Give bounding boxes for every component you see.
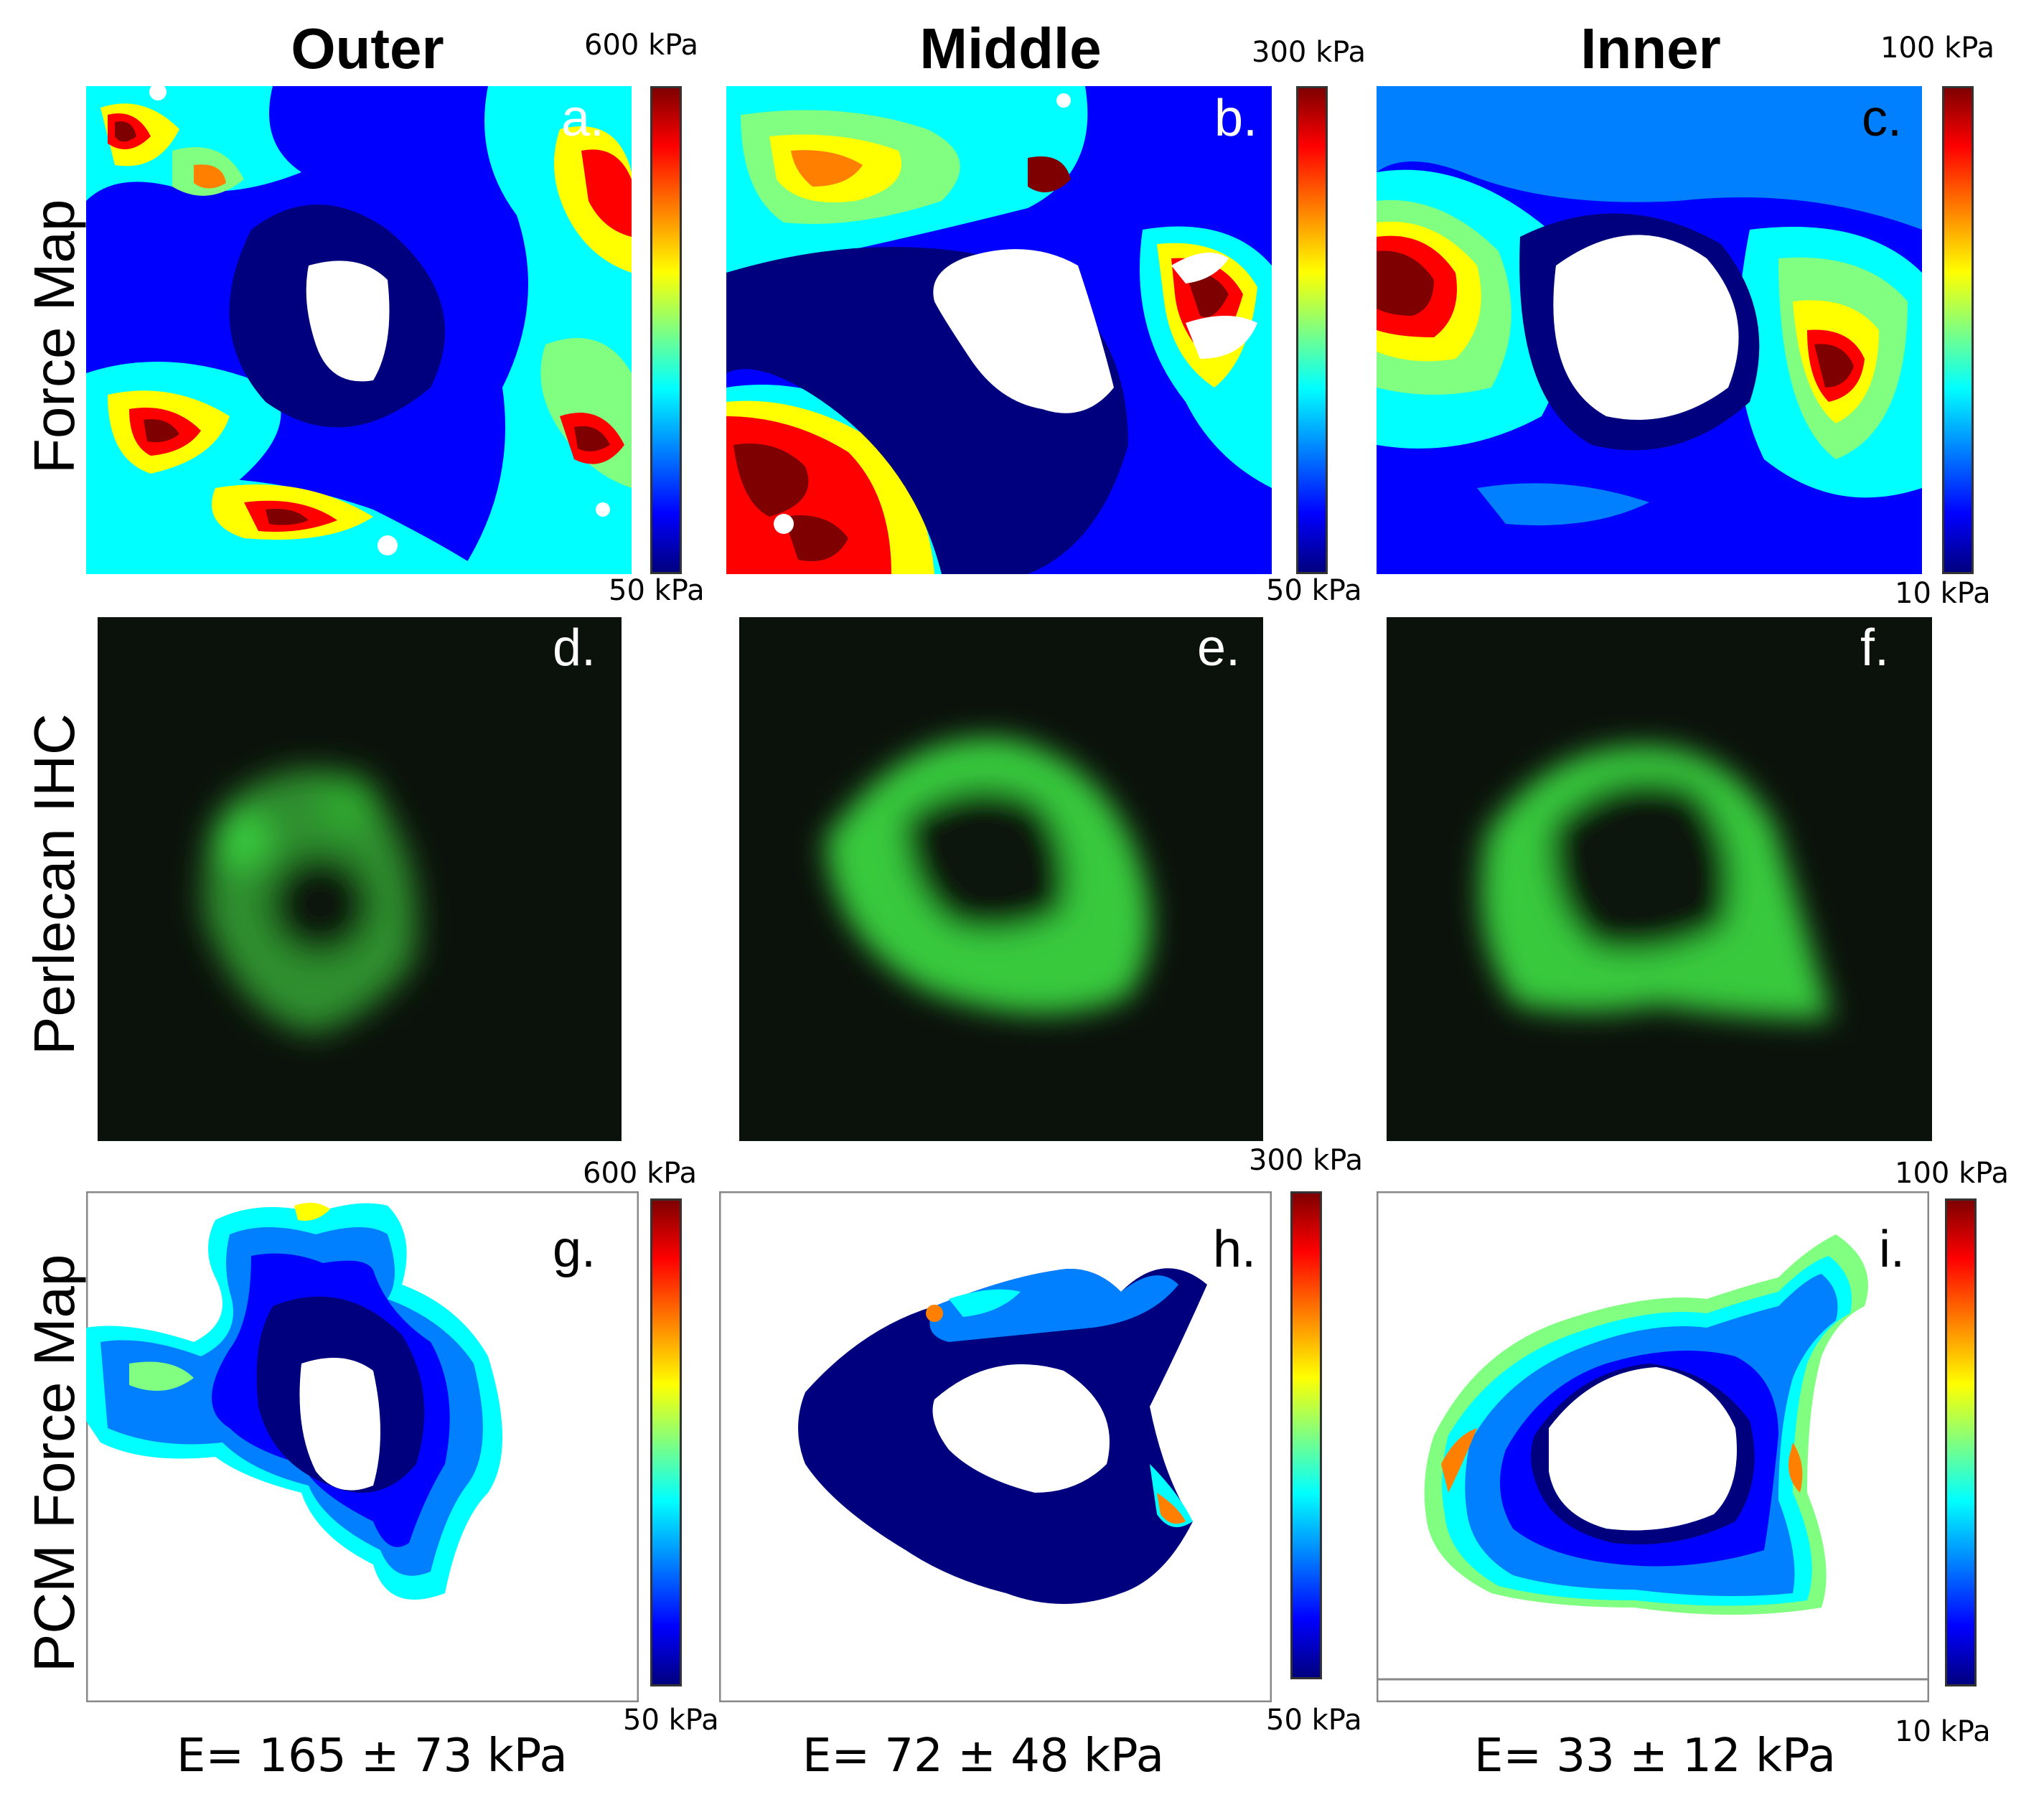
ihc-image-middle <box>739 617 1263 1141</box>
panel-letter-i: i. <box>1879 1221 1905 1278</box>
force-map-outer <box>86 86 632 574</box>
modulus-inner: E= 33 ± 12 kPa <box>1474 1730 1836 1783</box>
column-title-middle: Middle <box>919 17 1102 80</box>
colorbar-min-middle-pcm-force-map: 50 kPa <box>1266 1704 1362 1737</box>
row-label-force-map: Force Map <box>22 199 86 474</box>
colorbar-max-middle-force-map: 300 kPa <box>1252 36 1366 69</box>
pcm-force-map-middle <box>719 1191 1272 1702</box>
panel-letter-f: f. <box>1860 619 1890 677</box>
colorbar-min-inner-force-map: 10 kPa <box>1895 577 1991 610</box>
modulus-middle: E= 72 ± 48 kPa <box>802 1730 1164 1783</box>
colorbar-max-outer-force-map: 600 kPa <box>584 29 699 62</box>
panel-letter-h: h. <box>1213 1221 1257 1278</box>
colorbar-max-outer-pcm-force-map: 600 kPa <box>583 1157 698 1190</box>
colorbar-outer-pcm-force-map <box>650 1198 682 1686</box>
pcm-force-map-outer <box>86 1191 639 1702</box>
column-title-outer: Outer <box>291 17 444 80</box>
colorbar-inner-pcm-force-map <box>1945 1198 1977 1686</box>
row-label-pcm-force-map: PCM Force Map <box>22 1254 86 1672</box>
ihc-image-outer <box>98 617 622 1141</box>
panel-letter-c: c. <box>1862 90 1903 147</box>
modulus-outer: E= 165 ± 73 kPa <box>177 1730 568 1783</box>
column-title-inner: Inner <box>1580 17 1721 80</box>
panel-letter-d: d. <box>553 619 596 677</box>
colorbar-max-inner-force-map: 100 kPa <box>1880 32 1995 65</box>
panel-letter-b: b. <box>1214 90 1258 147</box>
panel-letter-g: g. <box>553 1221 596 1278</box>
force-map-middle <box>726 86 1272 574</box>
colorbar-max-middle-pcm-force-map: 300 kPa <box>1249 1144 1364 1177</box>
colorbar-outer-force-map <box>650 86 682 574</box>
colorbar-max-inner-pcm-force-map: 100 kPa <box>1895 1157 2010 1190</box>
colorbar-inner-force-map <box>1942 86 1974 574</box>
force-map-inner <box>1377 86 1922 574</box>
ihc-image-inner <box>1387 617 1932 1141</box>
pcm-force-map-inner <box>1377 1191 1929 1702</box>
colorbar-min-outer-force-map: 50 kPa <box>609 574 705 607</box>
panel-letter-e: e. <box>1197 619 1241 677</box>
colorbar-min-middle-force-map: 50 kPa <box>1266 574 1362 607</box>
panel-letter-a: a. <box>561 90 605 147</box>
colorbar-middle-pcm-force-map <box>1290 1191 1322 1679</box>
colorbar-middle-force-map <box>1296 86 1328 574</box>
row-label-perlecan-ihc: Perlecan IHC <box>22 713 86 1055</box>
colorbar-min-outer-pcm-force-map: 50 kPa <box>623 1704 719 1737</box>
colorbar-min-inner-pcm-force-map: 10 kPa <box>1895 1715 1991 1748</box>
